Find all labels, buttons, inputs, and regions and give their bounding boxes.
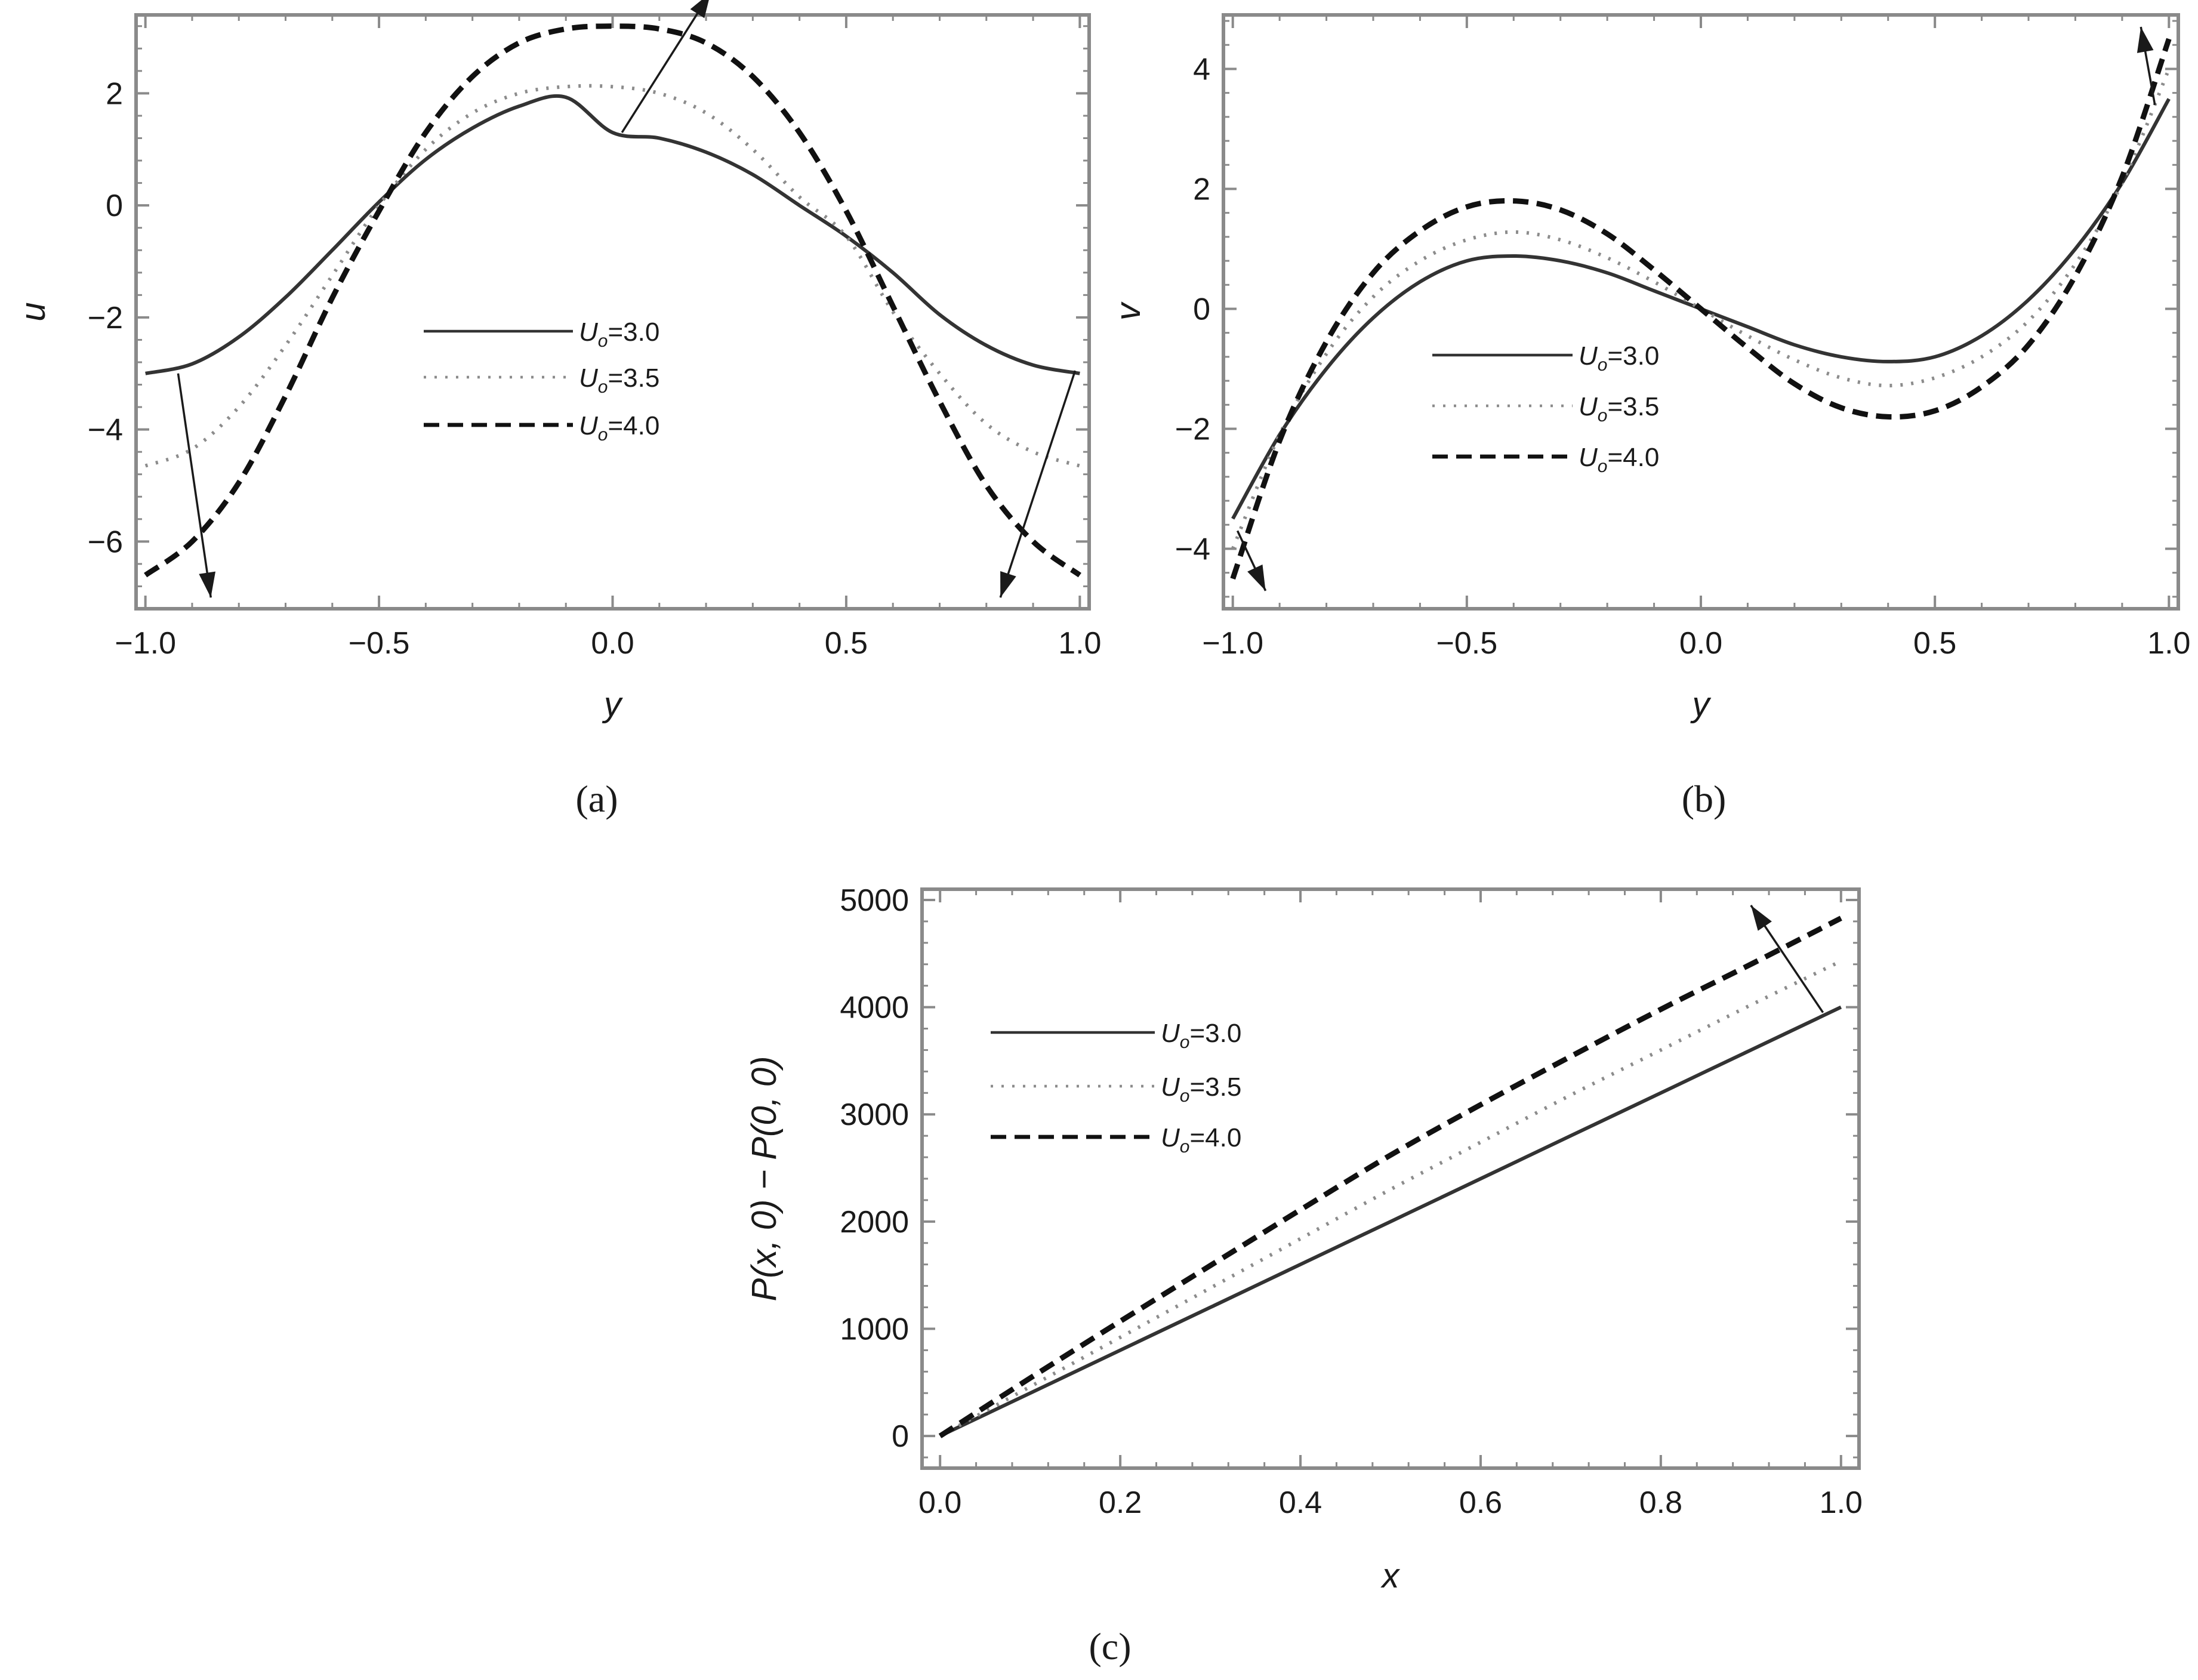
trend-arrow xyxy=(1236,530,1267,591)
x-tick-label: 0.5 xyxy=(825,626,868,661)
x-tick-label: 0.2 xyxy=(1099,1485,1142,1520)
series-line-uo35 xyxy=(939,959,1842,1438)
series-group xyxy=(938,915,1842,1438)
y-tick-label: 4 xyxy=(1193,52,1210,87)
y-axis-label: u xyxy=(14,302,53,321)
panel-b: −1.0 −0.5 0.0 0.5 1.0−4−2024yvUo=3.0Uo=3.5Uo… xyxy=(1109,13,2190,820)
series-line-uo30 xyxy=(145,94,1080,375)
y-tick-label: −2 xyxy=(1175,412,1210,446)
y-tick-label: 4000 xyxy=(840,991,909,1025)
x-tick-label: 1.0 xyxy=(1820,1485,1863,1520)
panel-c: 0.0 0.2 0.4 0.6 0.8 1.0 0 1000 2000 3000 4000 5000 x… xyxy=(745,883,1863,1667)
plot-frame xyxy=(134,13,1091,611)
x-tick-label: 0.4 xyxy=(1279,1485,1322,1520)
y-tick-label: 2 xyxy=(106,76,123,111)
series-line-uo40 xyxy=(938,915,1842,1438)
x-axis-label: y xyxy=(602,685,623,724)
y-tick-label: 0 xyxy=(106,189,123,223)
series-line-uo40 xyxy=(1230,38,2172,580)
x-tick-label: 0.0 xyxy=(918,1485,961,1520)
legend-label: Uo=4.0 xyxy=(1161,1123,1241,1157)
legend-label: Uo=3.5 xyxy=(1161,1072,1241,1106)
x-tick-label: 0.0 xyxy=(591,626,634,661)
y-tick-label: 0 xyxy=(1193,292,1210,326)
y-tick-label: 2 xyxy=(1193,172,1210,206)
y-tick-label: −6 xyxy=(88,525,123,559)
series-group xyxy=(1230,38,2172,580)
legend: Uo=3.0 Uo=3.5 Uo=4.0 xyxy=(1432,341,1659,476)
x-tick-label: −0.5 xyxy=(349,626,410,661)
legend-label: Uo=3.5 xyxy=(579,363,659,397)
legend-label: Uo=3.5 xyxy=(1579,392,1659,426)
x-tick-label: 1.0 xyxy=(1058,626,1101,661)
trend-arrow xyxy=(2137,26,2156,106)
trend-arrow xyxy=(1750,904,1824,1013)
legend-label: Uo=3.0 xyxy=(1579,341,1659,375)
x-axis-label: y xyxy=(1690,685,1712,724)
x-tick-label: 0.0 xyxy=(1679,626,1722,661)
series-line-uo30 xyxy=(939,1005,1842,1438)
trend-arrow xyxy=(177,373,216,598)
series-group xyxy=(144,23,1081,578)
series-line-uo40 xyxy=(144,23,1081,578)
x-tick-label: −1.0 xyxy=(1202,626,1263,661)
x-tick-label: 0.8 xyxy=(1639,1485,1682,1520)
y-tick-label: 3000 xyxy=(840,1098,909,1132)
y-tick-label: −2 xyxy=(88,301,123,335)
panel-caption: (c) xyxy=(1089,1625,1131,1667)
y-tick-label: 1000 xyxy=(840,1312,909,1346)
series-line-uo35 xyxy=(144,84,1081,468)
x-tick-label: 0.5 xyxy=(1913,626,1956,661)
x-axis-label: x xyxy=(1380,1556,1401,1595)
y-tick-label: 5000 xyxy=(840,883,909,918)
legend: Uo=3.0 Uo=3.5 Uo=4.0 xyxy=(424,317,659,445)
y-tick-label: −4 xyxy=(1175,532,1210,566)
x-tick-label: −1.0 xyxy=(115,626,176,661)
panel-caption: (a) xyxy=(575,778,618,820)
x-tick-label: −0.5 xyxy=(1436,626,1498,661)
y-tick-label: 0 xyxy=(892,1419,909,1454)
legend-label: Uo=4.0 xyxy=(1579,443,1659,476)
legend-label: Uo=4.0 xyxy=(579,411,659,445)
panel-a: −1.0 −0.5 0.0 0.5 1.0−6−4−202yuUo=3.0Uo=3.5U… xyxy=(14,0,1101,820)
panel-caption: (b) xyxy=(1682,778,1727,820)
legend-label: Uo=3.0 xyxy=(579,317,659,351)
y-tick-label: −4 xyxy=(88,413,123,448)
trend-arrow xyxy=(999,370,1077,598)
legend-label: Uo=3.0 xyxy=(1161,1019,1241,1052)
y-axis-label: v xyxy=(1109,301,1148,320)
x-tick-label: 0.6 xyxy=(1459,1485,1502,1520)
legend: Uo=3.0 Uo=3.5 Uo=4.0 xyxy=(991,1019,1241,1157)
y-axis-label: P(x, 0) − P(0, 0) xyxy=(745,1056,784,1302)
x-tick-label: 1.0 xyxy=(2147,626,2190,661)
plot-frame xyxy=(920,887,1861,1470)
y-tick-label: 2000 xyxy=(840,1205,909,1240)
trend-arrow xyxy=(621,0,709,134)
